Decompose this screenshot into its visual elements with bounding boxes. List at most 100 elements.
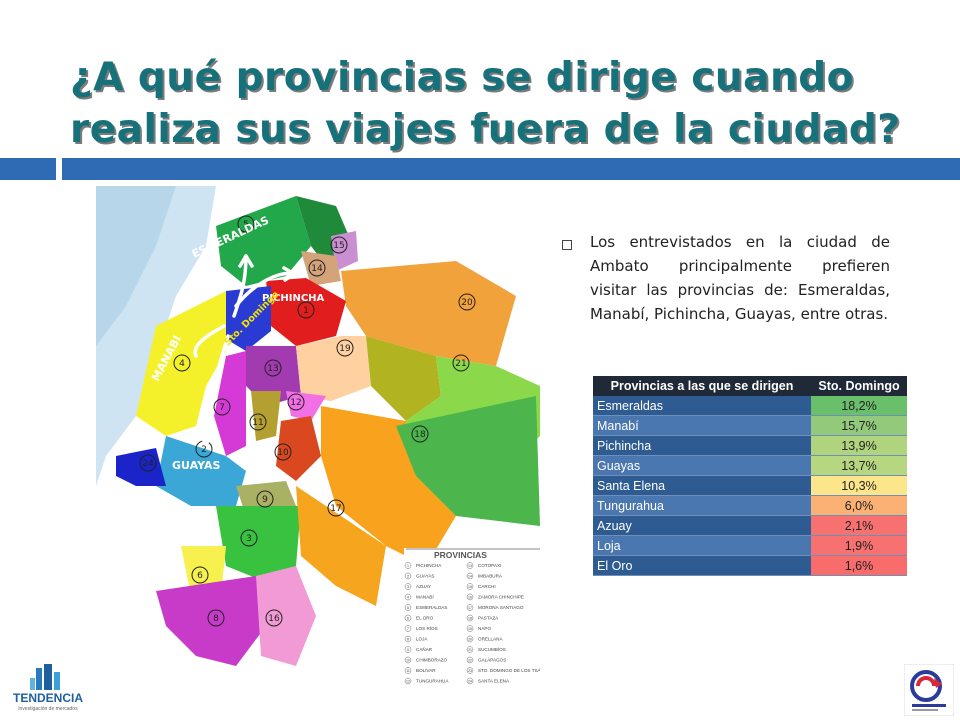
province-guayas <box>156 436 246 506</box>
province-los-rios <box>214 351 246 456</box>
legend-entry: LOJA <box>416 637 428 642</box>
legend-number: 16 <box>468 596 472 600</box>
legend-entry: ORELLANA <box>478 637 503 642</box>
legend-number: 6 <box>407 617 409 621</box>
legend-entry: PICHINCHA <box>416 563 442 568</box>
legend-number: 15 <box>468 585 472 589</box>
legend-number-circle <box>466 593 474 601</box>
province-name-cell: Tungurahua <box>593 495 811 516</box>
legend-title: PROVINCIAS <box>434 550 487 560</box>
logo-text: TENDENCIA <box>13 691 83 705</box>
table-row: Guayas 13,7% <box>593 455 907 476</box>
legend-number-circle <box>404 667 412 674</box>
table-header-sto-domingo: Sto. Domingo <box>811 376 907 396</box>
legend-entry: GALÁPAGOS <box>478 657 506 663</box>
legend-number-circle <box>466 604 474 611</box>
legend-entry: GUAYAS <box>416 574 434 579</box>
province-number: 18 <box>414 430 426 440</box>
province-orellana-west <box>366 336 441 421</box>
percentage-cell: 6,0% <box>811 495 907 516</box>
table-row: Manabí 15,7% <box>593 415 907 436</box>
legend-number-circle <box>404 604 412 611</box>
legend-number-circle <box>466 656 474 664</box>
table-header-row: Provincias a las que se dirigen Sto. Dom… <box>593 376 907 396</box>
legend-number: 10 <box>406 659 410 663</box>
province-name-cell: Azuay <box>593 515 811 536</box>
slide-title: ¿A qué provincias se dirige cuando reali… <box>70 55 901 152</box>
percentage-cell: 13,9% <box>811 435 907 456</box>
province-manabi <box>136 291 226 436</box>
province-sucumbios <box>341 261 516 366</box>
accent-bar-right <box>62 158 960 180</box>
legend-number: 8 <box>407 638 409 642</box>
legend-number-circle <box>466 635 474 643</box>
quito-turismo-logo <box>904 664 954 716</box>
legend-entry: NAPO <box>478 626 491 631</box>
province-number: 14 <box>311 264 323 274</box>
label-guayas: GUAYAS <box>172 459 221 472</box>
table-row: Azuay 2,1% <box>593 515 907 536</box>
legend-number-circle <box>466 677 474 685</box>
bullet-marker <box>562 240 572 250</box>
province-number: 5 <box>243 220 249 230</box>
arrow-to-esmeraldas <box>232 254 248 318</box>
legend-number: 24 <box>468 680 472 684</box>
legend-number: 1 <box>407 564 409 568</box>
legend-number-circle <box>466 583 474 590</box>
logo-subtext: investigación de mercados <box>18 706 78 712</box>
table-row: Tungurahua 6,0% <box>593 495 907 516</box>
province-number: 11 <box>252 418 263 428</box>
legend-entry: ESMERALDAS <box>416 605 447 610</box>
province-pichincha <box>266 278 346 346</box>
legend-entry: MORONA SANTIAGO <box>478 605 524 610</box>
legend-entry: AZUAY <box>416 584 431 589</box>
percentage-cell: 13,7% <box>811 455 907 476</box>
legend-number: 19 <box>468 627 472 631</box>
province-name-cell: Loja <box>593 535 811 556</box>
province-name-cell: El Oro <box>593 555 811 576</box>
legend-entry: COTOPAXI <box>478 563 501 568</box>
province-number: 2 <box>201 445 207 455</box>
province-number: 21 <box>455 359 466 369</box>
province-number: 1 <box>303 306 309 316</box>
province-number: 19 <box>339 344 351 354</box>
legend-number-circle <box>466 572 474 580</box>
province-number: 16 <box>268 614 280 624</box>
province-tungurahua <box>286 391 326 421</box>
province-bolivar <box>251 391 281 441</box>
legend-number-circle <box>404 593 412 601</box>
province-imbabura <box>301 251 341 286</box>
legend-number-circle <box>404 614 412 622</box>
province-number: 15 <box>333 241 344 251</box>
province-sto-domingo <box>221 286 271 351</box>
legend-number-circle <box>404 656 412 664</box>
province-number: 8 <box>213 614 219 624</box>
province-number: 20 <box>461 298 473 308</box>
table-row: Esmeraldas 18,2% <box>593 396 907 416</box>
legend-entry: EL ORO <box>416 616 434 621</box>
legend-number: 17 <box>468 606 472 610</box>
legend-entry: SANTA ELENA <box>478 679 510 684</box>
legend-number-circle <box>404 562 412 569</box>
legend-number-circle <box>466 667 474 674</box>
arrow-to-manabi <box>193 324 226 358</box>
legend-entry: BOLÍVAR <box>416 667 436 673</box>
legend-number: 14 <box>468 575 472 579</box>
legend-number-circle <box>404 677 412 685</box>
legend-entry: TUNGURAHUA <box>416 679 449 684</box>
table-header-province: Provincias a las que se dirigen <box>593 376 811 396</box>
legend-number: 4 <box>407 596 409 600</box>
province-number: 12 <box>290 398 301 408</box>
tendencia-logo: TENDENCIA investigación de mercados <box>13 664 83 712</box>
ecuador-map: 1 2 3 4 5 6 7 8 9 10 11 12 13 14 15 16 1… <box>96 186 540 692</box>
legend-number-circle <box>404 583 412 590</box>
legend-entry: ZAMORA CHINCHIPE <box>478 595 524 600</box>
legend-entry: SUCUMBÍOS <box>478 646 506 652</box>
province-number: 10 <box>277 448 289 458</box>
province-number: 17 <box>330 504 341 514</box>
province-number: 24 <box>142 459 154 469</box>
province-pastaza-east <box>396 396 540 526</box>
province-name-cell: Manabí <box>593 415 811 436</box>
percentage-cell: 2,1% <box>811 515 907 536</box>
legend-number: 9 <box>407 648 409 652</box>
